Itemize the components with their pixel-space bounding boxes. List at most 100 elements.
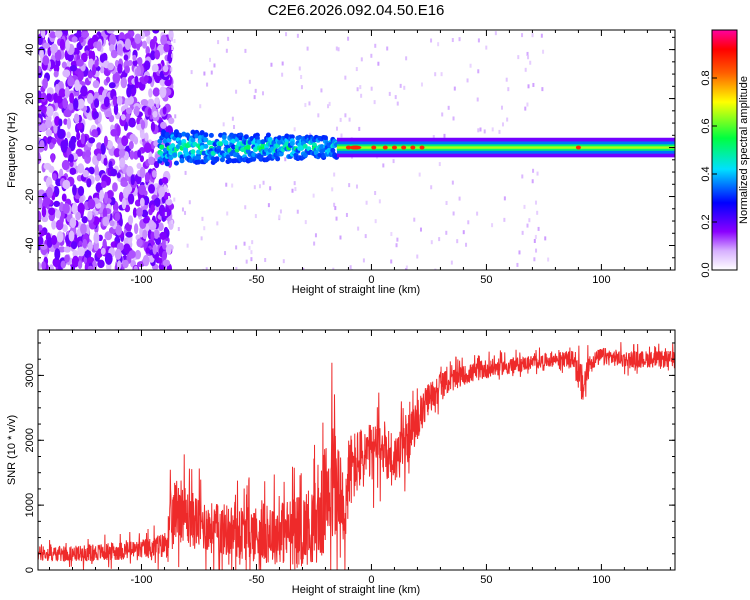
heatmap-cell	[87, 210, 93, 221]
heatmap-cell	[154, 197, 161, 208]
heatmap-cell	[63, 246, 71, 253]
heatmap-cell	[41, 105, 47, 114]
heatmap-cell	[529, 60, 532, 65]
colorbar-tick-label: 0.8	[700, 70, 712, 85]
heatmap-cell	[328, 101, 331, 106]
heatmap-cell	[161, 176, 169, 184]
heatmap-cell	[173, 38, 176, 43]
heatmap-cell	[143, 60, 151, 71]
heatmap-cell	[106, 190, 114, 199]
heatmap-cell	[69, 167, 77, 176]
heatmap-cell	[59, 215, 64, 224]
heatmap-cell	[253, 95, 256, 100]
heatmap-cell	[533, 238, 536, 243]
heatmap-cell	[536, 171, 539, 176]
heatmap-cell	[41, 261, 47, 270]
heatmap-cell	[302, 267, 305, 270]
heatmap-cell	[207, 140, 213, 146]
heatmap-cell	[150, 204, 155, 213]
heatmap-cell	[127, 95, 135, 105]
heatmap-cell	[118, 148, 126, 158]
heatmap-cell	[60, 140, 68, 151]
heatmap-cell	[100, 142, 106, 155]
heatmap-cell	[235, 89, 238, 94]
heatmap-cell	[139, 166, 146, 179]
heatmap-cell	[528, 218, 531, 223]
colorbar	[711, 29, 738, 271]
heatmap-cell	[339, 117, 342, 122]
heatmap-cell	[48, 142, 54, 150]
heatmap-cell	[358, 126, 361, 131]
heatmap-cell	[537, 226, 540, 231]
heatmap-cell	[68, 230, 75, 242]
y-tick-label: 3000	[24, 363, 36, 387]
heatmap-cell	[63, 118, 68, 125]
heatmap-cell	[196, 159, 202, 165]
heatmap-cell	[332, 267, 335, 270]
heatmap-cell	[533, 257, 536, 262]
heatmap-cell	[46, 237, 53, 248]
heatmap-cell	[168, 117, 175, 125]
heatmap-cell	[87, 265, 94, 270]
heatmap-cell	[201, 216, 204, 221]
heatmap-cell	[61, 61, 67, 69]
heatmap-cell	[505, 77, 508, 82]
heatmap-cell	[390, 232, 393, 237]
heatmap-cell	[516, 262, 519, 267]
heatmap-cell	[506, 117, 509, 122]
heatmap-peak	[382, 145, 388, 150]
heatmap-cell	[173, 160, 179, 166]
heatmap-cell	[102, 238, 107, 251]
heatmap-cell	[106, 140, 114, 150]
heatmap-cell	[42, 55, 50, 66]
heatmap-cell	[102, 216, 110, 227]
heatmap-cell	[203, 71, 206, 76]
heatmap-cell	[171, 53, 174, 58]
heatmap-cell	[293, 127, 296, 132]
heatmap-cell	[161, 239, 167, 250]
x-tick-label: 50	[480, 274, 492, 286]
heatmap-cell	[165, 244, 172, 255]
heatmap-cell	[158, 186, 165, 198]
heatmap-cell	[55, 209, 62, 219]
heatmap-cell	[77, 70, 84, 81]
heatmap-cell	[208, 132, 214, 138]
heatmap-cell	[113, 148, 121, 158]
heatmap-cell	[141, 209, 149, 218]
heatmap-cell	[216, 221, 219, 226]
heatmap-cell	[247, 139, 253, 145]
heatmap-cell	[547, 257, 550, 262]
heatmap-cell	[388, 91, 391, 96]
heatmap-cell	[148, 183, 156, 194]
heatmap-cell	[133, 105, 140, 117]
heatmap-cell	[112, 71, 121, 84]
heatmap-cell	[540, 33, 543, 38]
heatmap-cell	[267, 203, 270, 208]
heatmap-cell	[133, 223, 139, 235]
heatmap-cell	[311, 142, 317, 148]
heatmap-cell	[54, 248, 61, 261]
heatmap-cell	[38, 235, 44, 247]
heatmap-cell	[140, 120, 146, 130]
heatmap-cell	[441, 112, 444, 117]
heatmap-cell	[40, 30, 46, 39]
heatmap-cell	[136, 65, 141, 77]
heatmap-cell	[536, 210, 539, 215]
heatmap-cell	[126, 165, 134, 177]
heatmap-cell	[430, 38, 433, 43]
heatmap-cell	[56, 95, 63, 104]
heatmap-cell	[154, 49, 161, 60]
heatmap-cell	[396, 237, 399, 242]
heatmap-cell	[300, 75, 303, 80]
heatmap-cell	[250, 257, 253, 262]
heatmap-cell	[107, 62, 115, 71]
heatmap-cell	[134, 33, 142, 44]
heatmap-peak	[391, 145, 397, 150]
heatmap-cell	[76, 59, 84, 67]
heatmap-cell	[404, 268, 407, 270]
heatmap-cell	[466, 78, 469, 83]
heatmap-cell	[147, 156, 155, 165]
heatmap-cell	[344, 113, 347, 118]
